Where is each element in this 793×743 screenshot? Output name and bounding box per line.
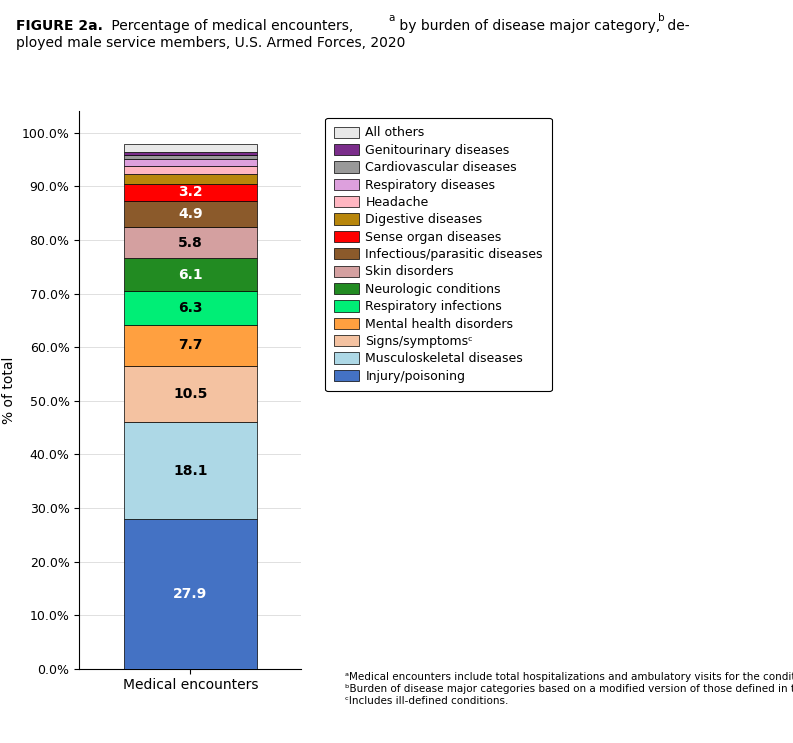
Text: 6.3: 6.3 bbox=[178, 301, 202, 315]
Text: by burden of disease major category,: by burden of disease major category, bbox=[395, 19, 660, 33]
Text: 4.9: 4.9 bbox=[178, 207, 203, 221]
Bar bbox=[124, 143, 257, 152]
Text: 7.7: 7.7 bbox=[178, 338, 202, 352]
Bar bbox=[124, 291, 257, 325]
Bar bbox=[124, 259, 257, 291]
Text: a: a bbox=[389, 13, 395, 23]
Bar bbox=[124, 422, 257, 519]
Y-axis label: % of total: % of total bbox=[2, 357, 16, 424]
Bar bbox=[124, 166, 257, 174]
Text: Percentage of medical encounters,: Percentage of medical encounters, bbox=[107, 19, 354, 33]
Bar bbox=[124, 155, 257, 159]
Text: 5.8: 5.8 bbox=[178, 236, 203, 250]
Bar bbox=[124, 325, 257, 366]
Bar bbox=[124, 201, 257, 227]
Bar bbox=[124, 174, 257, 184]
Text: de-: de- bbox=[663, 19, 690, 33]
Text: 18.1: 18.1 bbox=[173, 464, 208, 478]
Bar bbox=[124, 159, 257, 166]
Text: 27.9: 27.9 bbox=[173, 587, 208, 601]
Text: 6.1: 6.1 bbox=[178, 267, 203, 282]
Bar bbox=[124, 366, 257, 422]
Text: FIGURE 2a.: FIGURE 2a. bbox=[16, 19, 103, 33]
Text: ployed male service members, U.S. Armed Forces, 2020: ployed male service members, U.S. Armed … bbox=[16, 36, 405, 51]
Bar bbox=[124, 519, 257, 669]
Text: b: b bbox=[658, 13, 665, 23]
Bar bbox=[124, 152, 257, 155]
Text: 3.2: 3.2 bbox=[178, 185, 203, 199]
Legend: All others, Genitourinary diseases, Cardiovascular diseases, Respiratory disease: All others, Genitourinary diseases, Card… bbox=[325, 117, 552, 392]
Text: 10.5: 10.5 bbox=[173, 387, 208, 401]
Text: ᵃMedical encounters include total hospitalizations and ambulatory visits for the: ᵃMedical encounters include total hospit… bbox=[345, 672, 793, 706]
Bar bbox=[124, 227, 257, 259]
Bar bbox=[124, 184, 257, 201]
